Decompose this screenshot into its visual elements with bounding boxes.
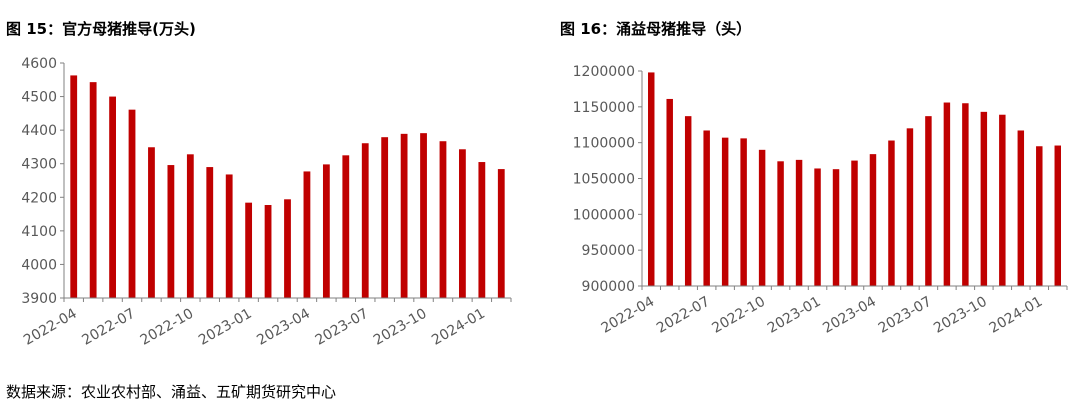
right-bar-2023-07	[925, 116, 932, 287]
left-bar-2023-04	[303, 171, 311, 298]
left-x-tick-label: 2023-10	[371, 306, 430, 349]
right-y-tick-label: 1200000	[573, 64, 635, 80]
left-bar-2023-06	[342, 155, 350, 298]
right-bar-2023-02	[832, 169, 840, 286]
right-bar-2023-12	[1017, 130, 1025, 286]
left-bar-2023-11	[439, 141, 447, 298]
left-bar-2023-12	[459, 149, 466, 298]
right-y-tick-label: 1000000	[573, 207, 635, 223]
right-y-tick-label: 950000	[582, 243, 635, 259]
left-x-tick-label: 2023-04	[254, 306, 313, 349]
left-bar-2023-02	[264, 205, 272, 298]
left-bar-2022-07	[128, 109, 136, 298]
left-bar-2024-01	[478, 162, 486, 298]
right-bar-2023-03	[851, 160, 858, 286]
right-x-tick-label: 2024-01	[987, 294, 1046, 337]
left-bar-2022-10	[186, 154, 194, 298]
right-x-tick-label: 2023-10	[931, 294, 990, 337]
left-x-tick-label: 2022-04	[21, 306, 80, 349]
left-y-tick-label: 4100	[21, 224, 57, 240]
right-x-tick-label: 2023-07	[876, 294, 935, 337]
left-y-tick-label: 3900	[21, 291, 57, 307]
right-bar-2024-02	[1054, 145, 1061, 286]
left-bar-2022-11	[206, 167, 214, 298]
left-bar-2023-09	[400, 133, 408, 298]
left-x-tick-label: 2023-01	[196, 306, 255, 349]
right-bar-2022-12	[795, 159, 803, 286]
left-bar-2023-10	[420, 133, 427, 298]
left-y-tick-label: 4500	[21, 90, 57, 106]
left-y-tick-label: 4600	[21, 56, 57, 72]
left-bar-2024-02	[497, 169, 505, 298]
right-bar-2022-11	[777, 161, 784, 286]
left-bar-2023-03	[284, 199, 291, 298]
left-y-tick-label: 4300	[21, 157, 57, 173]
left-y-tick-label: 4200	[21, 190, 57, 206]
left-bar-2023-07	[361, 143, 369, 298]
right-bar-2023-11	[999, 114, 1006, 286]
left-x-tick-label: 2024-01	[429, 306, 488, 349]
left-y-tick-label: 4400	[21, 123, 57, 139]
right-y-tick-label: 900000	[582, 279, 635, 295]
right-x-tick-label: 2022-10	[709, 294, 768, 337]
right-bar-2023-04	[869, 154, 877, 286]
left-x-tick-label: 2022-10	[138, 306, 197, 349]
left-bar-2023-01	[245, 202, 253, 298]
right-bar-2023-01	[814, 168, 821, 286]
left-y-tick-label: 4000	[21, 257, 57, 273]
left-bar-2022-04	[70, 75, 78, 298]
left-x-tick-label: 2023-07	[313, 306, 372, 349]
right-x-tick-label: 2022-07	[654, 294, 713, 337]
left-bar-2022-06	[109, 96, 116, 298]
right-y-tick-label: 1150000	[573, 100, 635, 116]
source-note: 数据来源：农业农村部、涌益、五矿期货研究中心	[6, 383, 337, 401]
right-bar-2023-06	[906, 128, 914, 286]
chart-right-plot: 900000 950000 1000000 1050000 1100000 1150000…	[573, 64, 1068, 337]
right-bar-2024-01	[1036, 146, 1043, 286]
left-bar-2023-05	[322, 164, 330, 298]
right-bar-2023-08	[943, 102, 951, 286]
right-bar-2023-05	[888, 140, 895, 286]
right-y-tick-label: 1050000	[573, 172, 635, 188]
right-bar-2022-06	[684, 116, 692, 287]
chart-title-right: 图 16：涌益母猪推导（头）	[560, 20, 752, 38]
right-bar-2022-10	[758, 149, 766, 286]
right-bar-2023-10	[980, 111, 988, 286]
chart-title-left: 图 15：官方母猪推导(万头)	[6, 20, 196, 38]
right-bar-2022-08	[721, 137, 729, 286]
right-bar-2022-05	[666, 98, 673, 286]
right-bar-2022-04	[648, 72, 655, 287]
right-y-tick-label: 1100000	[573, 136, 635, 152]
left-bar-2022-09	[167, 165, 175, 298]
left-bar-2023-08	[381, 137, 389, 298]
right-bar-2023-09	[962, 103, 969, 286]
right-x-tick-label: 2023-01	[765, 294, 824, 337]
right-x-tick-label: 2023-04	[820, 294, 879, 337]
left-x-tick-label: 2022-07	[79, 306, 138, 349]
right-bar-2022-09	[740, 138, 747, 286]
left-bar-2022-05	[89, 82, 97, 298]
left-bar-2022-12	[225, 174, 233, 298]
right-bar-2022-07	[703, 130, 710, 286]
right-x-tick-label: 2022-04	[599, 294, 658, 337]
left-bar-2022-08	[148, 147, 155, 298]
